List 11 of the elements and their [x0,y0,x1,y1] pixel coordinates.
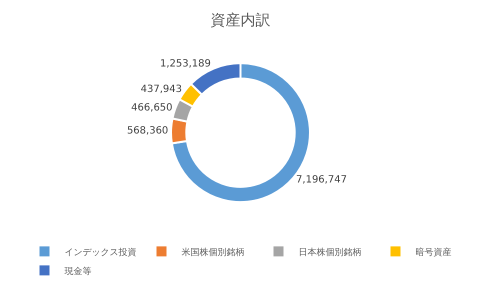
data-label: 466,650 [131,102,173,114]
legend-label: インデックス投資 [64,246,136,258]
legend-label: 現金等 [64,266,92,277]
chart-title: 資産内訳 [210,10,270,29]
data-label: 568,360 [126,125,168,136]
data-label: 1,253,189 [160,58,211,70]
legend-label: 日本株個別銘柄 [298,246,362,258]
data-label: 437,943 [140,84,182,95]
legend-label: 米国株個別銘柄 [182,246,244,258]
legend-label: 暗号資産 [416,246,452,258]
data-label: 7,196,747 [296,174,347,186]
